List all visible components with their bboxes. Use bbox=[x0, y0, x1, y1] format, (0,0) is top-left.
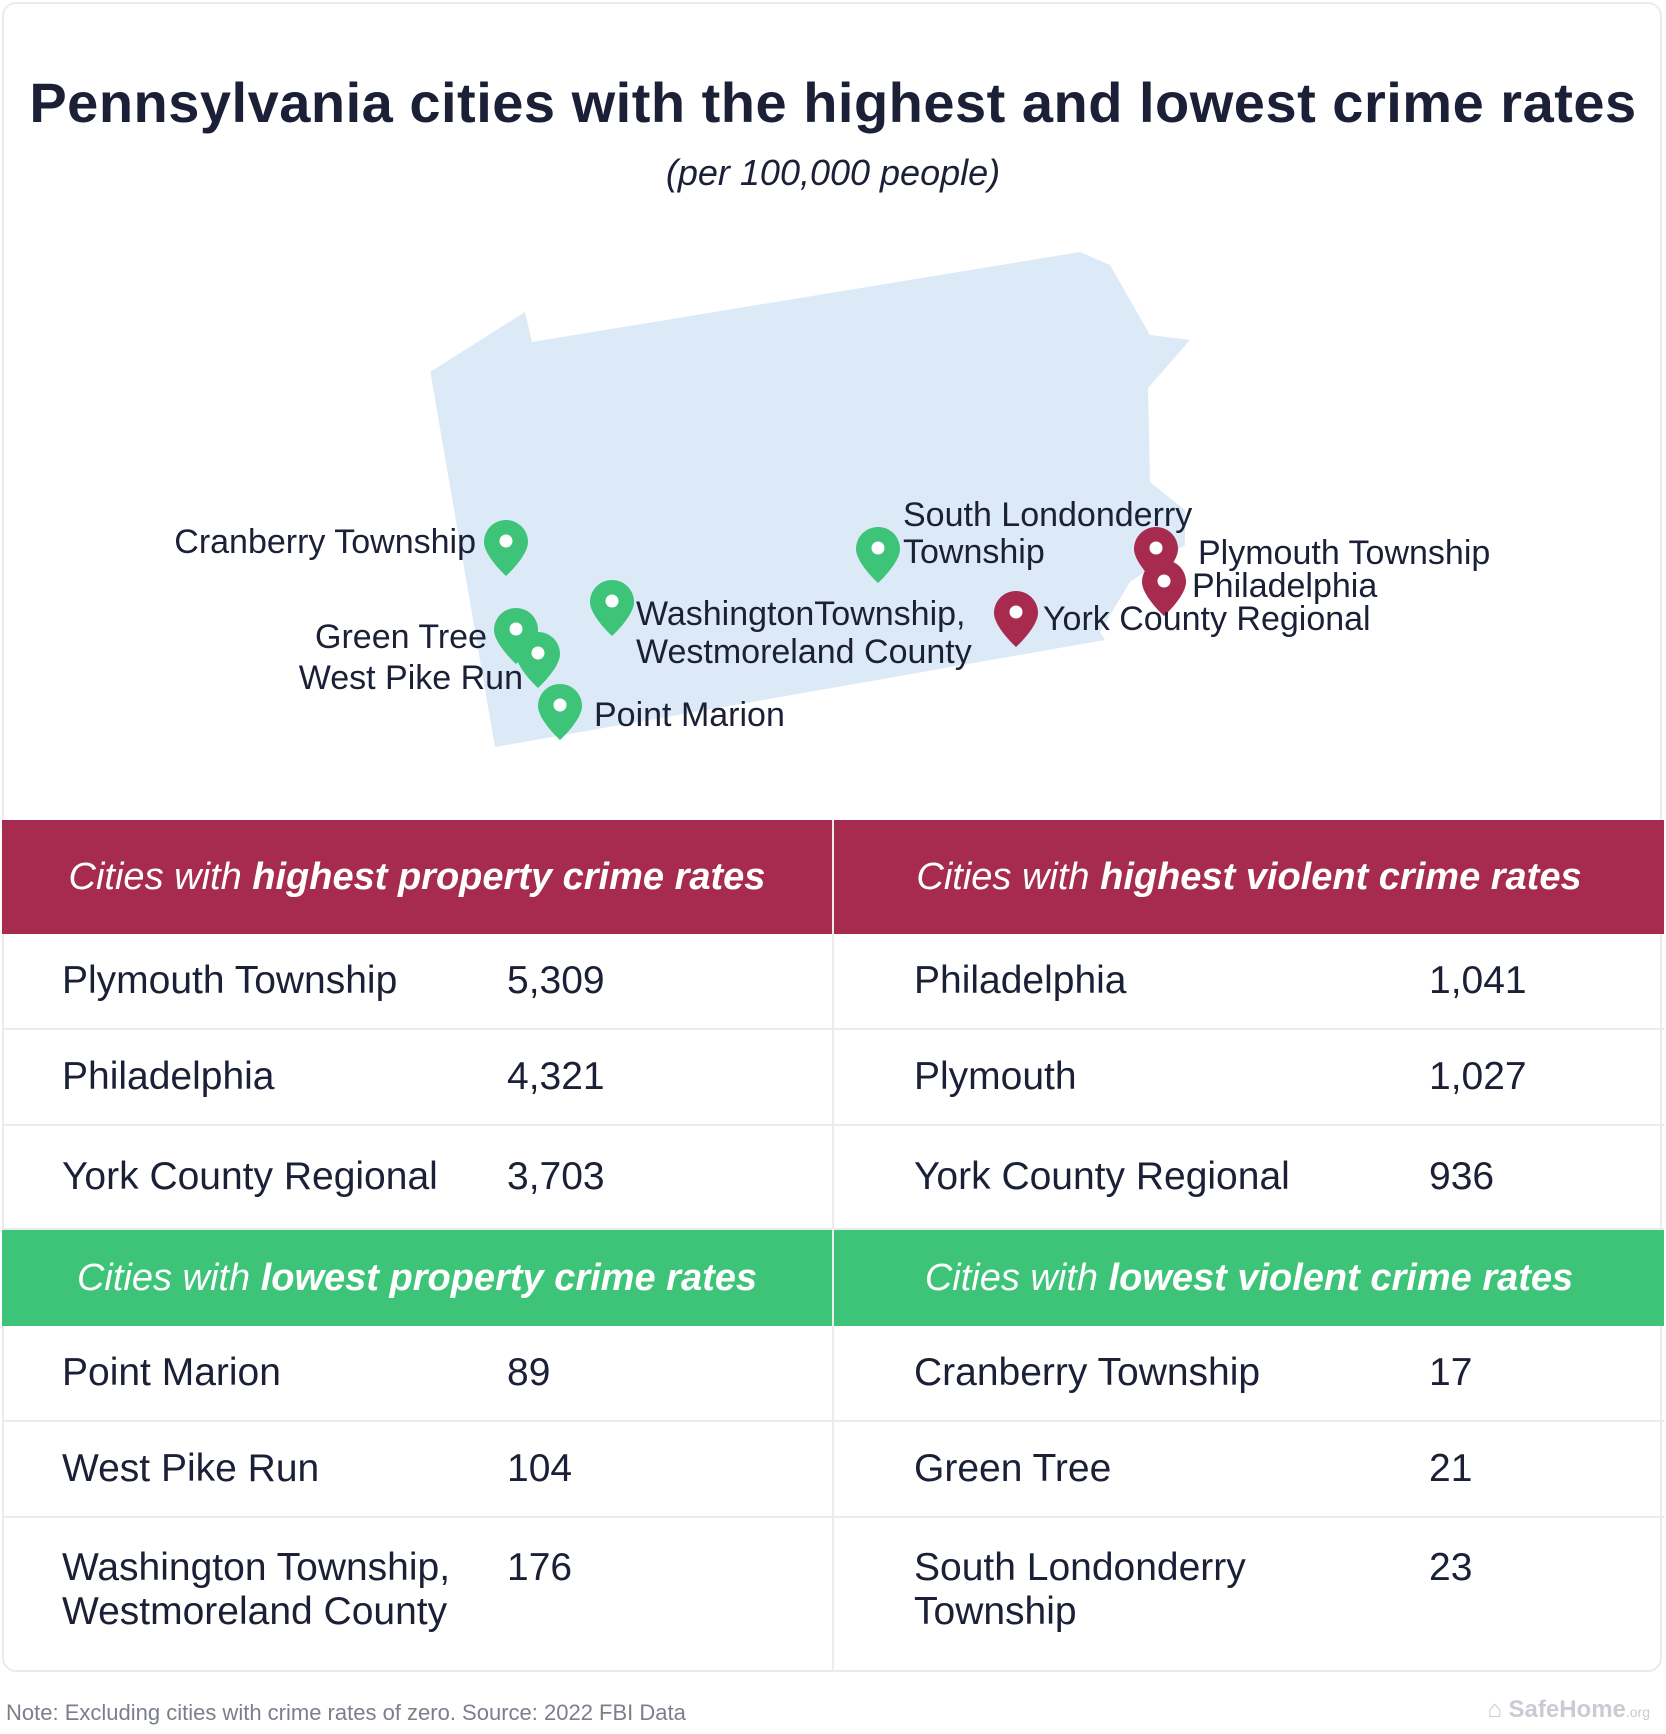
table-highest-violent: Cities with highest violent crime rates … bbox=[834, 820, 1664, 1230]
crime-rate-value: 936 bbox=[1429, 1155, 1495, 1198]
brand-name: SafeHome bbox=[1508, 1696, 1626, 1723]
header-emphasis: highest property crime rates bbox=[252, 855, 766, 898]
header-prefix: Cities with bbox=[916, 855, 1090, 898]
crime-rate-value: 176 bbox=[507, 1546, 573, 1589]
crime-rate-value: 1,041 bbox=[1429, 959, 1527, 1002]
city-name: Washington Township, Westmoreland County bbox=[2, 1546, 507, 1634]
table-lowest-property: Cities with lowest property crime rates … bbox=[2, 1230, 832, 1656]
table-row: Point Marion 89 bbox=[2, 1326, 832, 1422]
crime-rate-value: 104 bbox=[507, 1447, 573, 1490]
table-lowest-violent: Cities with lowest violent crime rates C… bbox=[834, 1230, 1664, 1656]
house-icon: ⌂ bbox=[1487, 1696, 1502, 1723]
table-header: Cities with lowest property crime rates bbox=[2, 1230, 832, 1326]
map-label-cranberry: Cranberry Township bbox=[174, 523, 476, 561]
table-row: Plymouth 1,027 bbox=[834, 1030, 1664, 1126]
table-header: Cities with lowest violent crime rates bbox=[834, 1230, 1664, 1326]
city-name: Plymouth Township bbox=[62, 959, 398, 1002]
crime-rate-value: 3,703 bbox=[507, 1155, 605, 1198]
table-row: York County Regional 3,703 bbox=[2, 1126, 832, 1230]
header-prefix: Cities with bbox=[76, 1256, 251, 1299]
crime-rate-value: 1,027 bbox=[1429, 1055, 1527, 1098]
map-label-plymouth: Plymouth Township bbox=[1198, 534, 1490, 572]
map-label-green-tree: Green Tree bbox=[315, 618, 487, 656]
table-row: Philadelphia 4,321 bbox=[2, 1030, 832, 1126]
brand-logo: ⌂ SafeHome.org bbox=[1487, 1696, 1650, 1724]
table-highest-property: Cities with highest property crime rates… bbox=[2, 820, 832, 1230]
city-name: West Pike Run bbox=[62, 1447, 320, 1490]
city-name: Cranberry Township bbox=[914, 1351, 1261, 1394]
page-subtitle: (per 100,000 people) bbox=[665, 152, 1001, 193]
header-emphasis: lowest property crime rates bbox=[260, 1256, 758, 1299]
city-name: South Londonderry Township bbox=[834, 1546, 1429, 1634]
source-note: Note: Excluding cities with crime rates … bbox=[6, 1700, 686, 1725]
city-name: Plymouth bbox=[914, 1055, 1077, 1098]
city-name: Philadelphia bbox=[914, 959, 1127, 1002]
table-row: South Londonderry Township 23 bbox=[834, 1518, 1664, 1656]
table-row: Plymouth Township 5,309 bbox=[2, 934, 832, 1030]
city-name: Point Marion bbox=[62, 1351, 281, 1394]
header-prefix: Cities with bbox=[68, 855, 242, 898]
crime-rate-value: 89 bbox=[507, 1351, 551, 1394]
city-name: Green Tree bbox=[914, 1447, 1112, 1490]
crime-rate-value: 5,309 bbox=[507, 959, 605, 1002]
map-label-point-marion: Point Marion bbox=[594, 696, 785, 734]
city-name: Philadelphia bbox=[62, 1055, 275, 1098]
map-label-washington-line1: WashingtonTownship, bbox=[636, 595, 965, 633]
map-label-washington-line2: Westmoreland County bbox=[636, 633, 972, 671]
crime-rate-value: 23 bbox=[1429, 1546, 1473, 1589]
crime-rate-value: 17 bbox=[1429, 1351, 1473, 1394]
city-name-line2: Westmoreland County bbox=[62, 1590, 448, 1633]
brand-suffix: .org bbox=[1625, 1704, 1650, 1720]
city-name: York County Regional bbox=[62, 1155, 438, 1198]
table-header: Cities with highest property crime rates bbox=[2, 820, 832, 934]
map-label-west-pike-run: West Pike Run bbox=[299, 659, 523, 697]
crime-rate-value: 4,321 bbox=[507, 1055, 605, 1098]
table-row: Cranberry Township 17 bbox=[834, 1326, 1664, 1422]
map-label-philadelphia: Philadelphia bbox=[1192, 567, 1377, 605]
table-row: Philadelphia 1,041 bbox=[834, 934, 1664, 1030]
map-label-york: York County Regional bbox=[1043, 600, 1371, 638]
table-row: Green Tree 21 bbox=[834, 1422, 1664, 1518]
map-label-south-londonderry-line2: Township bbox=[903, 533, 1045, 571]
city-name: York County Regional bbox=[914, 1155, 1290, 1198]
city-name-line2: Township bbox=[914, 1590, 1077, 1633]
pennsylvania-map: Cranberry Township Green Tree West Pike … bbox=[174, 252, 1490, 747]
column-divider bbox=[832, 820, 834, 1672]
table-row: West Pike Run 104 bbox=[2, 1422, 832, 1518]
map-label-south-londonderry-line1: South Londonderry bbox=[903, 496, 1192, 534]
city-name-line1: South Londonderry bbox=[914, 1546, 1246, 1589]
header-emphasis: lowest violent crime rates bbox=[1108, 1256, 1574, 1299]
header-emphasis: highest violent crime rates bbox=[1100, 855, 1582, 898]
city-name-line1: Washington Township, bbox=[62, 1546, 451, 1589]
table-row: Washington Township, Westmoreland County… bbox=[2, 1518, 832, 1656]
table-row: York County Regional 936 bbox=[834, 1126, 1664, 1230]
table-header: Cities with highest violent crime rates bbox=[834, 820, 1664, 934]
page-title: Pennsylvania cities with the highest and… bbox=[29, 71, 1637, 134]
crime-rate-value: 21 bbox=[1429, 1447, 1473, 1490]
header-prefix: Cities with bbox=[924, 1256, 1098, 1299]
